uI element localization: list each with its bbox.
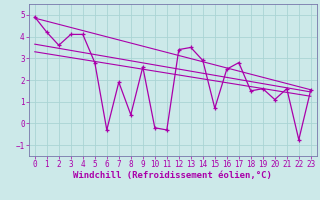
X-axis label: Windchill (Refroidissement éolien,°C): Windchill (Refroidissement éolien,°C): [73, 171, 272, 180]
